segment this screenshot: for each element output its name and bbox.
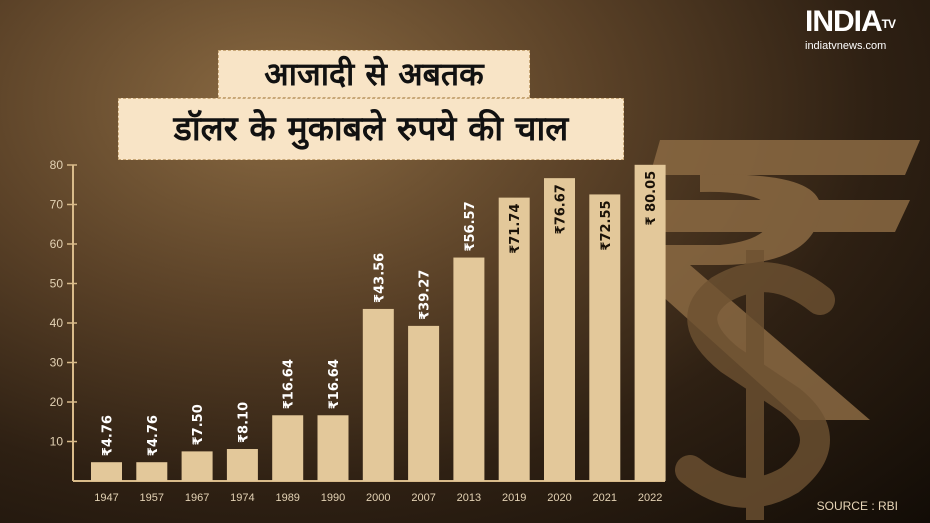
logo-url: indiatvnews.com [805, 40, 887, 52]
data-label-1990: ₹16.64 [327, 359, 342, 409]
x-tick-label: 2021 [593, 492, 617, 504]
bar-2007 [408, 325, 440, 481]
bar-1957 [136, 462, 168, 481]
data-label-1967: ₹7.50 [191, 404, 206, 445]
bar-1989 [272, 415, 304, 481]
y-tick-label: 30 [50, 356, 64, 370]
data-label-1947: ₹4.76 [101, 415, 116, 456]
bar-2020 [544, 178, 575, 481]
data-label-2021: ₹72.55 [599, 200, 614, 250]
y-tick-label: 50 [50, 277, 64, 291]
x-tick-label: 1990 [321, 492, 345, 504]
x-tick-label: 1989 [275, 492, 299, 504]
y-tick-label: 20 [50, 395, 64, 409]
x-tick-label: 2022 [638, 492, 662, 504]
bar-2019 [498, 197, 530, 481]
x-tick-label: 1947 [94, 492, 118, 504]
title-line-1: आजादी से अबतक [218, 50, 530, 98]
logo-superscript: TV [881, 17, 896, 31]
bar-1990 [317, 415, 349, 481]
bar-2000 [362, 308, 394, 481]
bar-2021 [589, 194, 621, 482]
india-tv-logo: INDIATV indiatvnews.com [805, 5, 896, 53]
data-label-2000: ₹43.56 [372, 253, 387, 303]
title-line-2: डॉलर के मुकाबले रुपये की चाल [118, 98, 624, 160]
x-tick-label: 1967 [185, 492, 209, 504]
data-label-2019: ₹71.74 [508, 204, 523, 254]
data-label-2007: ₹39.27 [418, 270, 433, 320]
bar-1967 [181, 451, 213, 481]
y-tick-label: 70 [50, 198, 64, 212]
data-label-2013: ₹56.57 [463, 201, 478, 251]
x-tick-label: 2013 [457, 492, 481, 504]
y-tick-label: 10 [50, 435, 64, 449]
x-tick-label: 2019 [502, 492, 526, 504]
data-label-1957: ₹4.76 [146, 415, 161, 456]
bar-2013 [453, 257, 485, 481]
source-note: SOURCE : RBI [816, 499, 898, 513]
x-tick-label: 2000 [366, 492, 390, 504]
data-label-2022: ₹ 80.05 [644, 171, 659, 226]
bar-2022 [634, 164, 666, 482]
x-tick-label: 1957 [140, 492, 164, 504]
x-tick-label: 1974 [230, 492, 254, 504]
data-label-1989: ₹16.64 [282, 359, 297, 409]
y-tick-label: 60 [50, 237, 64, 251]
data-label-1974: ₹8.10 [236, 402, 251, 443]
x-tick-label: 2007 [411, 492, 435, 504]
bar-1947 [91, 462, 122, 481]
bar-1974 [226, 449, 258, 481]
logo-text: INDIA [805, 5, 883, 38]
data-label-2020: ₹76.67 [554, 184, 569, 234]
y-tick-label: 40 [50, 316, 64, 330]
y-tick-label: 80 [50, 158, 64, 172]
x-tick-label: 2020 [547, 492, 571, 504]
